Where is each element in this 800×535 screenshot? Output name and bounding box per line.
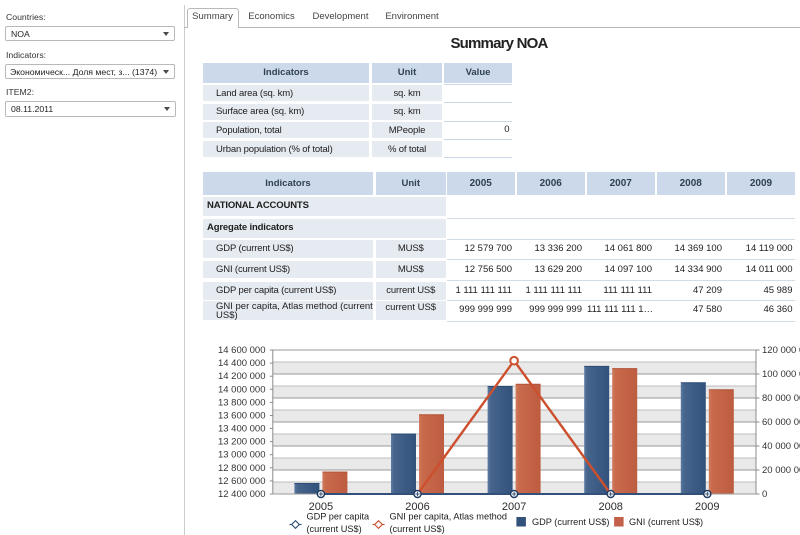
- svg-text:14 200 000: 14 200 000: [218, 371, 266, 382]
- svg-text:2007: 2007: [502, 501, 526, 513]
- svg-text:GDP (current US$): GDP (current US$): [532, 517, 609, 527]
- svg-text:100 000 000: 100 000 000: [762, 369, 800, 380]
- svg-text:13 800 000: 13 800 000: [218, 397, 266, 408]
- svg-text:(current US$): (current US$): [307, 524, 362, 534]
- svg-text:13 600 000: 13 600 000: [218, 411, 266, 422]
- svg-text:2005: 2005: [309, 501, 333, 513]
- svg-text:60 000 000: 60 000 000: [762, 417, 800, 428]
- svg-text:(current US$): (current US$): [390, 524, 445, 534]
- svg-text:14 400 000: 14 400 000: [218, 358, 266, 369]
- svg-text:14 600 000: 14 600 000: [218, 345, 266, 356]
- svg-text:2009: 2009: [695, 501, 719, 513]
- svg-text:12 400 000: 12 400 000: [218, 489, 266, 500]
- svg-text:2008: 2008: [598, 501, 622, 513]
- svg-text:20 000 000: 20 000 000: [762, 465, 800, 476]
- svg-text:13 000 000: 13 000 000: [218, 450, 266, 461]
- svg-text:80 000 000: 80 000 000: [762, 393, 800, 404]
- svg-text:GNI (current US$): GNI (current US$): [629, 517, 703, 527]
- svg-text:13 200 000: 13 200 000: [218, 437, 266, 448]
- svg-text:0: 0: [762, 489, 767, 500]
- svg-text:120 000 000: 120 000 000: [762, 345, 800, 356]
- svg-text:12 600 000: 12 600 000: [218, 476, 266, 487]
- svg-text:40 000 000: 40 000 000: [762, 441, 800, 452]
- svg-text:GDP per capita: GDP per capita: [307, 512, 371, 522]
- svg-text:12 800 000: 12 800 000: [218, 463, 266, 474]
- svg-text:GNI per capita, Atlas method: GNI per capita, Atlas method: [390, 512, 507, 522]
- svg-text:14 000 000: 14 000 000: [218, 384, 266, 395]
- svg-text:2006: 2006: [405, 501, 429, 513]
- svg-text:13 400 000: 13 400 000: [218, 424, 266, 435]
